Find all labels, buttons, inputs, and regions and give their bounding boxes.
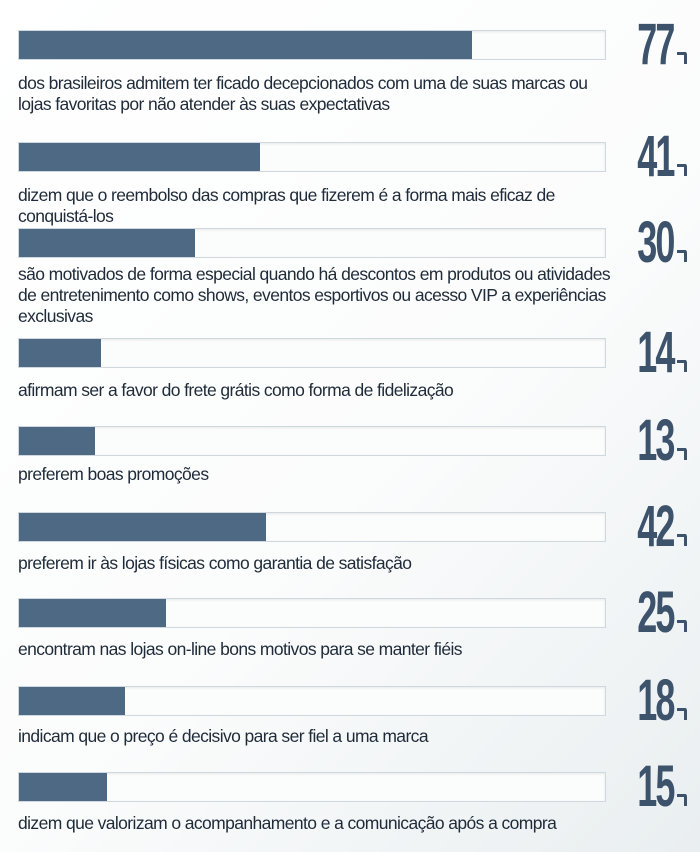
bar xyxy=(19,31,472,59)
bar xyxy=(19,229,195,257)
percent-icon xyxy=(677,794,687,806)
percent-icon xyxy=(677,164,687,176)
bar-track xyxy=(18,142,606,172)
bar xyxy=(19,773,107,801)
bar-track xyxy=(18,686,606,716)
bar-track xyxy=(18,30,606,60)
percent-icon xyxy=(677,52,687,64)
data-label: 14 xyxy=(637,320,676,385)
bar xyxy=(19,687,125,715)
bar-track xyxy=(18,338,606,368)
bar-track xyxy=(18,228,606,258)
data-label: 77 xyxy=(637,12,676,77)
percent-icon xyxy=(677,360,687,372)
percent-icon xyxy=(677,250,687,262)
data-label: 30 xyxy=(637,210,676,275)
data-label: 41 xyxy=(637,124,676,189)
percent-icon xyxy=(677,620,687,632)
percent-icon xyxy=(677,708,687,720)
category-label: encontram nas lojas on-line bons motivos… xyxy=(18,639,463,659)
bar xyxy=(19,339,101,367)
percent-icon xyxy=(677,448,687,460)
category-label: dizem que o reembolso das compras que fi… xyxy=(18,185,555,226)
data-label: 13 xyxy=(637,408,676,473)
percent-icon xyxy=(677,534,687,546)
data-label: 25 xyxy=(637,580,676,645)
bar-track xyxy=(18,426,606,456)
bar xyxy=(19,599,166,627)
bar xyxy=(19,513,266,541)
data-label: 42 xyxy=(637,494,676,559)
category-label: afirmam ser a favor do frete grátis como… xyxy=(18,380,454,400)
category-label: dos brasileiros admitem ter ficado decep… xyxy=(18,73,588,114)
category-label: preferem ir às lojas físicas como garant… xyxy=(18,553,412,573)
data-label: 15 xyxy=(637,754,676,819)
data-label: 18 xyxy=(637,668,676,733)
bar xyxy=(19,427,95,455)
category-label: são motivados de forma especial quando h… xyxy=(18,264,611,326)
category-label: dizem que valorizam o acompanhamento e a… xyxy=(18,813,557,833)
bar-track xyxy=(18,772,606,802)
bar-track xyxy=(18,598,606,628)
category-label: preferem boas promoções xyxy=(18,464,209,484)
bar xyxy=(19,143,260,171)
category-label: indicam que o preço é decisivo para ser … xyxy=(18,726,429,746)
bar-track xyxy=(18,512,606,542)
